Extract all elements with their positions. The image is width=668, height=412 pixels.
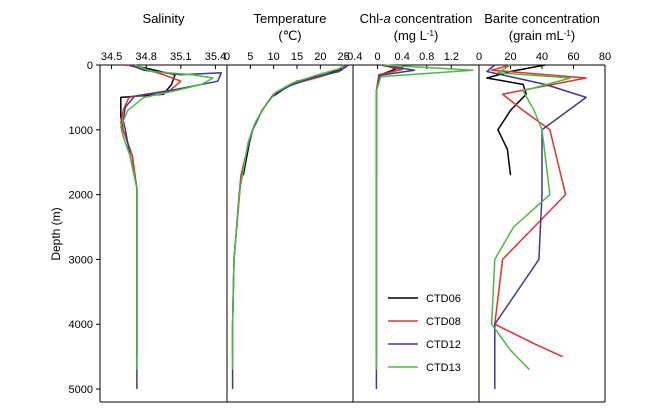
x-tick-label-barite-1: 20 xyxy=(504,51,516,63)
x-tick-label-chl-4: 1.2 xyxy=(444,51,459,63)
panel-barite: 0 20 40 60 80 Barite concentration (grain mL-1… xyxy=(476,11,611,403)
y-tick-label-3: 3000 xyxy=(69,254,93,266)
panels-layer: 34.5 34.8 35.1 35.4 Salinity 0 5 10 15 20 25 Temper… xyxy=(69,11,611,403)
x-tick-label-temperature-2: 10 xyxy=(268,51,280,63)
y-tick-label-5: 5000 xyxy=(69,384,93,396)
x-tick-label-temperature-0: 0 xyxy=(224,51,230,63)
x-tick-label-chl-0: -0.4 xyxy=(344,51,363,63)
series-barite-ctd08 xyxy=(490,64,587,358)
series-chl-ctd08 xyxy=(375,64,403,357)
x-tick-label-salinity-3: 35.4 xyxy=(205,51,226,63)
x-tick-label-barite-0: 0 xyxy=(476,51,482,63)
x-tick-label-chl-1: 0 xyxy=(375,51,381,63)
y-tick-label-1: 1000 xyxy=(69,125,93,137)
x-tick-label-salinity-0: 34.5 xyxy=(101,51,122,63)
panel-salinity: 34.5 34.8 35.1 35.4 Salinity xyxy=(99,11,227,403)
y-tick-label-4: 4000 xyxy=(69,319,93,331)
x-tick-label-salinity-2: 35.1 xyxy=(170,51,191,63)
panel-title-barite: Barite concentration xyxy=(484,11,600,26)
y-tick-label-2: 2000 xyxy=(69,190,93,202)
panel-temperature: 0 5 10 15 20 25 Temperature (℃) xyxy=(224,11,353,403)
panel-unit-chl: (mg L-1) xyxy=(394,28,439,43)
x-tick-label-barite-2: 40 xyxy=(536,51,548,63)
x-tick-label-chl-3: 0.8 xyxy=(419,51,434,63)
series-barite-ctd12 xyxy=(486,64,587,389)
series-temperature-ctd13 xyxy=(231,64,345,370)
panel-chl: -0.4 0 0.4 0.8 1.2 Chl-a concentration (mg L-1… xyxy=(344,11,479,403)
series-chl-ctd13 xyxy=(375,64,474,370)
x-tick-label-temperature-4: 20 xyxy=(314,51,326,63)
legend-label-ctd08: CTD08 xyxy=(426,316,461,328)
x-tick-label-salinity-1: 34.8 xyxy=(135,51,156,63)
series-temperature-ctd12 xyxy=(231,64,349,389)
x-tick-label-temperature-1: 5 xyxy=(247,51,253,63)
series-salinity-ctd06 xyxy=(120,64,176,176)
series-temperature-ctd08 xyxy=(231,64,347,357)
legend: CTD06 CTD08 CTD12 CTD13 xyxy=(388,293,461,374)
panel-title-chl: Chl-a concentration xyxy=(360,11,473,26)
panel-title-salinity: Salinity xyxy=(143,11,185,26)
panel-title-temperature: Temperature xyxy=(254,11,327,26)
panel-unit-temperature: (℃) xyxy=(278,28,301,43)
y-axis-label: Depth (m) xyxy=(49,207,63,260)
panel-unit-barite: (grain mL-1) xyxy=(509,28,575,43)
y-axis: 0 1000 2000 3000 4000 5000 xyxy=(69,60,100,396)
series-salinity-ctd12 xyxy=(122,64,222,389)
x-tick-label-temperature-3: 15 xyxy=(291,51,303,63)
x-tick-label-temperature-5: 25 xyxy=(338,51,350,63)
series-chl-ctd12 xyxy=(375,64,416,389)
series-salinity-ctd13 xyxy=(120,64,214,370)
legend-label-ctd13: CTD13 xyxy=(426,362,461,374)
x-tick-label-barite-3: 60 xyxy=(567,51,579,63)
x-tick-label-barite-4: 80 xyxy=(599,51,611,63)
legend-label-ctd06: CTD06 xyxy=(426,293,461,305)
series-barite-ctd13 xyxy=(490,64,572,371)
y-tick-label-0: 0 xyxy=(87,60,93,72)
legend-label-ctd12: CTD12 xyxy=(426,339,461,351)
x-tick-label-chl-2: 0.4 xyxy=(395,51,410,63)
